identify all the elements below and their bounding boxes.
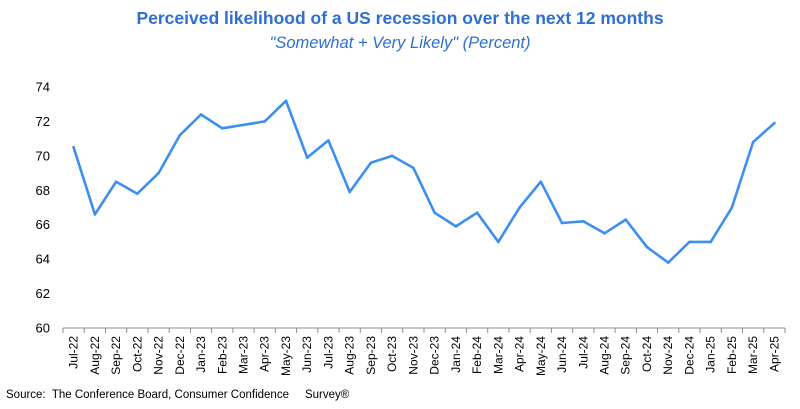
data-point <box>433 211 436 214</box>
x-tick-label: Jul-23 <box>321 336 335 369</box>
x-tick-label: Aug-23 <box>343 336 357 375</box>
data-point <box>751 140 755 144</box>
data-point <box>72 145 75 149</box>
x-tick-label: May-24 <box>534 336 548 376</box>
x-tick-label: Nov-23 <box>406 336 420 375</box>
data-point <box>709 240 712 244</box>
x-tick-label: Sep-24 <box>619 336 633 375</box>
x-tick-label: Jan-23 <box>194 336 208 373</box>
data-point <box>114 180 118 183</box>
chart-title: Perceived likelihood of a US recession o… <box>136 8 664 28</box>
data-point <box>645 245 649 249</box>
data-point <box>603 232 606 235</box>
y-tick-label: 72 <box>36 114 50 129</box>
y-tick-label: 66 <box>36 217 50 232</box>
y-tick-label: 74 <box>36 80 50 95</box>
data-point <box>539 180 543 183</box>
data-point <box>348 190 351 194</box>
chart-subtitle: "Somewhat + Very Likely" (Percent) <box>269 34 531 52</box>
x-tick-label: Nov-22 <box>152 336 166 375</box>
data-point <box>412 166 415 170</box>
data-point <box>390 154 394 158</box>
x-tick-label: Jun-24 <box>555 336 569 373</box>
x-tick-label: Sep-23 <box>364 336 378 375</box>
x-tick-label: Mar-25 <box>746 336 760 374</box>
data-point <box>242 123 245 127</box>
data-point <box>220 127 224 130</box>
x-tick-label: Mar-23 <box>237 336 251 374</box>
data-point <box>369 161 373 165</box>
data-point <box>773 121 776 125</box>
x-tick-label: Feb-25 <box>725 336 739 374</box>
data-point <box>93 213 97 216</box>
data-point <box>454 225 458 228</box>
x-tick-label: Apr-23 <box>258 336 272 372</box>
data-point <box>157 171 160 175</box>
data-point <box>497 240 500 244</box>
x-tick-label: Apr-25 <box>767 336 781 372</box>
x-tick-label: Jan-25 <box>704 336 718 373</box>
x-tick-label: Jun-23 <box>300 336 314 373</box>
x-tick-label: Jul-24 <box>576 336 590 369</box>
y-tick-label: 68 <box>36 183 50 198</box>
data-point <box>263 120 267 123</box>
data-point <box>666 261 670 264</box>
y-tick-label: 62 <box>36 286 50 301</box>
x-tick-label: Apr-24 <box>513 336 527 372</box>
x-tick-label: Dec-22 <box>173 336 187 375</box>
data-point <box>136 192 139 196</box>
x-tick-label: Sep-22 <box>109 336 123 375</box>
data-point <box>560 221 564 225</box>
data-point <box>624 218 628 221</box>
data-point <box>475 211 479 214</box>
x-tick-label: Oct-22 <box>130 336 144 372</box>
x-tick-label: May-23 <box>279 336 293 376</box>
series-line-group <box>72 99 776 264</box>
x-tick-label: Oct-24 <box>640 336 654 372</box>
x-tick-label: Mar-24 <box>491 336 505 374</box>
x-tick-label: Dec-23 <box>428 336 442 375</box>
y-tick-label: 70 <box>36 148 50 163</box>
data-point <box>688 240 691 244</box>
x-tick-label: Oct-23 <box>385 336 399 372</box>
x-axis: Jul-22 Aug-22 Sep-22 Oct-22 Nov-22 Dec-22 Jan-… <box>62 327 786 376</box>
x-tick-label: Feb-23 <box>215 336 229 374</box>
y-tick-label: 60 <box>36 321 50 336</box>
y-axis: 60 62 64 66 68 70 72 74 <box>36 80 50 336</box>
data-point <box>199 113 203 116</box>
series-line <box>72 99 776 264</box>
x-tick-label: Feb-24 <box>470 336 484 374</box>
x-tick-label: Aug-22 <box>88 336 102 375</box>
data-point <box>284 99 288 103</box>
source-note: Source: The Conference Board, Consumer C… <box>6 389 350 401</box>
x-tick-label: Jan-24 <box>449 336 463 373</box>
data-point <box>518 206 521 209</box>
x-tick-label: Dec-24 <box>682 336 696 375</box>
x-tick-label: Aug-24 <box>598 336 612 375</box>
data-point <box>305 156 309 159</box>
y-tick-label: 64 <box>36 252 50 267</box>
data-point <box>730 206 734 209</box>
x-tick-label: Nov-24 <box>661 336 675 375</box>
data-point <box>581 219 585 223</box>
x-tick-label: Jul-22 <box>67 336 81 369</box>
data-point <box>178 133 182 137</box>
data-point <box>327 139 330 142</box>
